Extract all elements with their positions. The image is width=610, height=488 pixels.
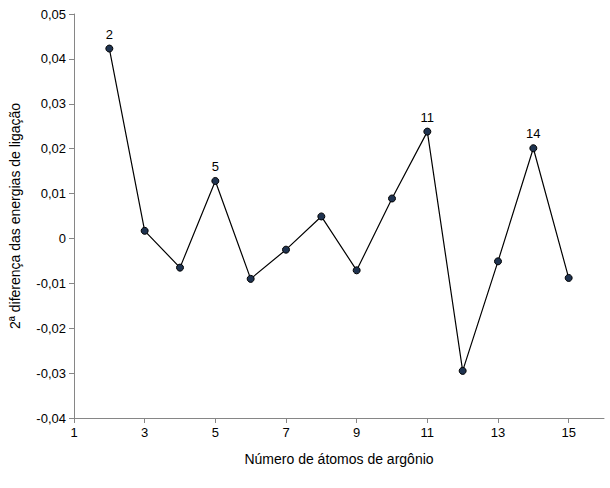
svg-text:5: 5 <box>212 425 219 440</box>
svg-text:-0,01: -0,01 <box>36 276 66 291</box>
svg-text:2: 2 <box>106 27 113 42</box>
svg-text:-0,03: -0,03 <box>36 366 66 381</box>
svg-text:0,04: 0,04 <box>41 51 66 66</box>
svg-text:0,03: 0,03 <box>41 96 66 111</box>
svg-text:13: 13 <box>491 425 505 440</box>
svg-text:2ª diferença das energias de l: 2ª diferença das energias de ligação <box>7 103 23 329</box>
svg-text:1: 1 <box>70 425 77 440</box>
svg-text:15: 15 <box>561 425 575 440</box>
svg-text:0,02: 0,02 <box>41 141 66 156</box>
svg-text:7: 7 <box>282 425 289 440</box>
svg-text:0,05: 0,05 <box>41 7 66 22</box>
svg-text:9: 9 <box>353 425 360 440</box>
svg-text:-0,04: -0,04 <box>36 411 66 426</box>
svg-text:Número de átomos de argônio: Número de átomos de argônio <box>244 451 433 467</box>
svg-text:-0,02: -0,02 <box>36 321 66 336</box>
svg-text:0,01: 0,01 <box>41 186 66 201</box>
svg-text:3: 3 <box>141 425 148 440</box>
svg-text:5: 5 <box>212 159 219 174</box>
svg-text:14: 14 <box>526 126 540 141</box>
svg-text:0: 0 <box>59 231 66 246</box>
svg-text:11: 11 <box>421 425 435 440</box>
svg-text:11: 11 <box>421 110 435 125</box>
